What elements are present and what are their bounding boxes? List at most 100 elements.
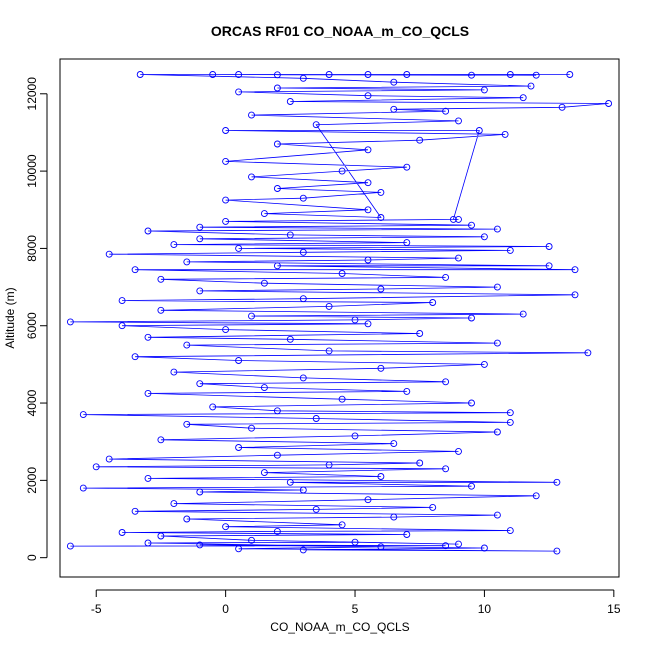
data-point [416,459,424,467]
data-point [584,349,592,357]
data-point [286,231,294,239]
data-point [390,105,398,113]
data-point [377,473,385,480]
data-point [273,140,281,148]
data-point [506,418,514,426]
data-point [475,127,483,134]
x-tick-label: 15 [607,602,621,616]
data-point [403,163,411,171]
data-point [325,71,333,78]
y-tick-label: 8000 [25,235,39,262]
data-point [338,395,346,403]
data-point [493,283,501,291]
data-point [209,71,217,78]
data-point [325,461,333,469]
data-point [235,444,243,451]
data-point [144,539,152,547]
data-point [553,478,561,486]
data-point [442,273,450,281]
data-point [480,360,488,368]
data-point [468,221,475,229]
data-point [506,527,514,535]
data-point [286,478,294,486]
data-point [260,210,268,218]
data-point [131,353,139,361]
data-point [248,536,255,544]
data-point [351,538,359,546]
data-point [545,243,553,250]
data-point [92,463,100,471]
data-point [196,541,204,549]
data-point [364,179,372,187]
data-point [196,488,204,496]
data-point [468,314,475,322]
plot-series [66,71,613,555]
data-point [235,244,243,252]
data-point [170,500,178,508]
data-point [468,482,475,490]
data-point [455,540,462,548]
data-point [196,380,204,388]
data-point [390,78,398,86]
data-point [605,100,613,107]
x-tick-label: -5 [91,602,102,616]
data-point [325,347,333,355]
data-point [480,86,488,94]
data-point [273,527,281,535]
data-point [170,241,178,249]
data-point [403,239,411,247]
data-point [183,420,191,428]
data-point [66,542,74,550]
data-point [364,320,372,328]
chart-title: ORCAS RF01 CO_NOAA_m_CO_QCLS [211,23,469,39]
data-point [286,98,294,105]
data-point [545,262,553,270]
data-point [299,486,307,494]
data-point [222,326,230,334]
data-point [312,121,320,129]
data-point [364,206,372,214]
data-point [222,523,230,531]
plot-frame [59,58,620,578]
data-point [377,285,385,293]
data-point [566,71,574,78]
data-point [364,146,372,154]
x-tick-label: 10 [478,602,492,616]
data-point [403,387,411,395]
data-point [170,368,178,376]
data-point [501,130,509,138]
data-point [364,92,372,100]
data-point [66,318,74,326]
data-point [338,167,346,175]
data-point [442,378,450,386]
data-point [312,415,320,422]
data-point [532,492,540,500]
data-point [527,82,535,90]
data-point [118,322,126,330]
data-point [390,440,398,448]
data-point [222,127,230,134]
data-point [273,71,281,79]
data-point [455,117,462,125]
data-point [429,299,437,306]
data-point [532,71,540,79]
data-point [449,215,457,223]
data-point [442,465,450,473]
data-point [273,451,281,459]
data-point [235,545,243,553]
data-point [144,227,152,235]
data-point [222,217,230,225]
data-point [480,544,488,552]
data-point [235,357,243,364]
y-axis-label: Altitude (m) [3,287,17,348]
data-point [442,542,450,550]
data-point [299,295,307,303]
x-axis: -5 0 5 10 15 [91,589,621,616]
data-point [312,505,320,513]
data-point [105,455,113,463]
data-point [131,507,139,515]
data-point [131,266,139,274]
data-point [273,185,281,192]
data-point [364,71,372,78]
